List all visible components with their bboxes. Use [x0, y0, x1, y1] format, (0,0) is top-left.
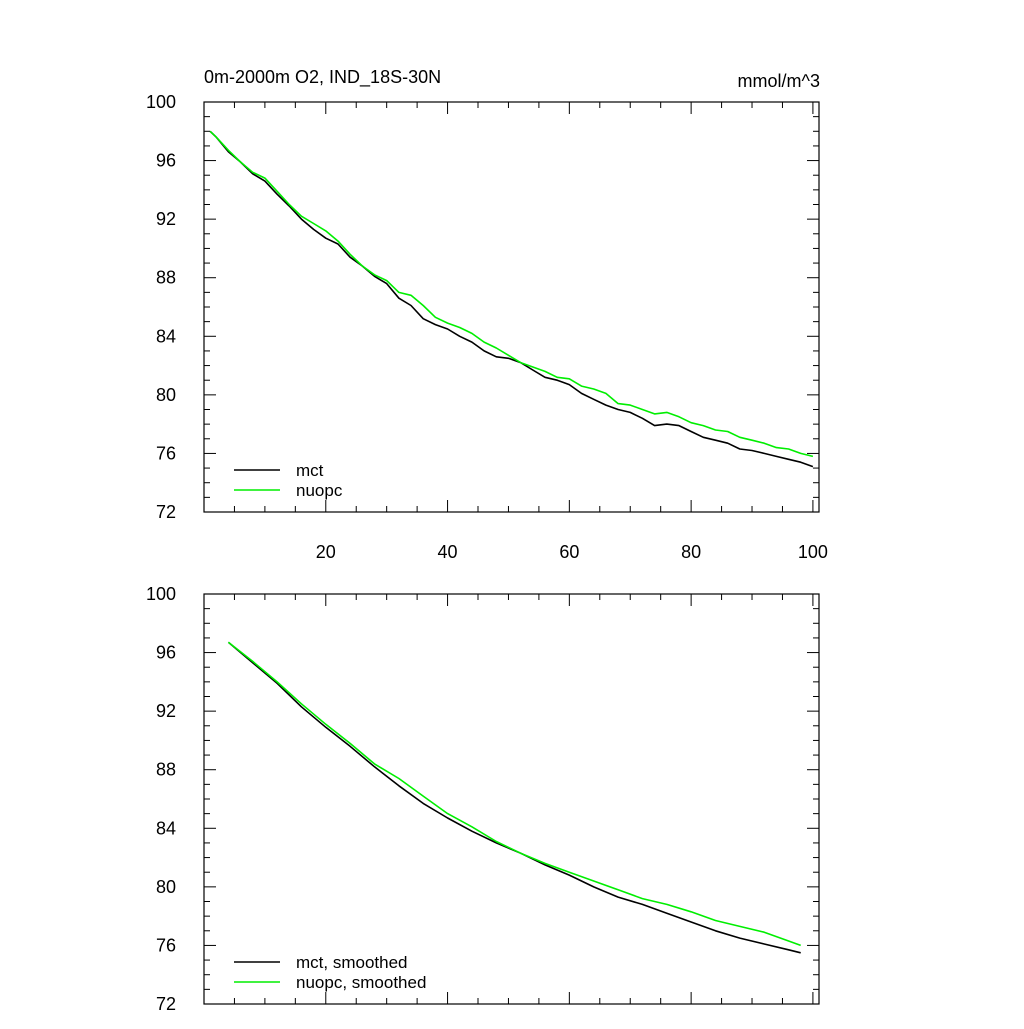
bottom-panel-lines	[227, 641, 801, 954]
y-tick-label: 100	[146, 584, 176, 604]
top-panel-frame	[203, 101, 820, 513]
top-panel-lines	[209, 130, 814, 468]
y-tick-label: 80	[156, 877, 176, 897]
top-legend: mct nuopc	[234, 461, 343, 500]
bottom-panel-frame	[203, 593, 820, 1005]
series-line-mct-smoothed	[227, 641, 801, 954]
bottom-panel: 72 76 80 84 88 92 96 100 mct, smoothed nuopc, s…	[146, 584, 820, 1014]
y-tick-label: 84	[156, 326, 176, 346]
y-tick-label: 88	[156, 268, 176, 288]
y-tick-label: 100	[146, 92, 176, 112]
x-tick-label: 60	[559, 542, 579, 562]
y-tick-label: 72	[156, 502, 176, 522]
x-tick-label: 40	[438, 542, 458, 562]
top-panel-ticks: 72 76 80 84 88 92 96 100 20 40 60 80 100	[146, 92, 828, 562]
bottom-panel-ticks: 72 76 80 84 88 92 96 100	[146, 584, 819, 1014]
series-line-nuopc-smoothed	[227, 641, 801, 947]
y-tick-label: 76	[156, 935, 176, 955]
y-tick-label: 96	[156, 151, 176, 171]
y-tick-label: 88	[156, 760, 176, 780]
y-tick-label: 76	[156, 443, 176, 463]
bottom-legend: mct, smoothed nuopc, smoothed	[234, 953, 426, 992]
legend-label-nuopc-smoothed: nuopc, smoothed	[296, 973, 426, 992]
x-tick-label: 80	[681, 542, 701, 562]
y-tick-label: 84	[156, 818, 176, 838]
series-line-mct	[209, 130, 814, 468]
units-label: mmol/m^3	[738, 71, 820, 91]
legend-label-nuopc: nuopc	[296, 481, 343, 500]
legend-label-mct: mct	[296, 461, 324, 480]
x-tick-label: 20	[316, 542, 336, 562]
y-tick-label: 96	[156, 643, 176, 663]
series-line-nuopc	[209, 130, 814, 458]
y-tick-label: 80	[156, 385, 176, 405]
y-tick-label: 92	[156, 701, 176, 721]
legend-label-mct-smoothed: mct, smoothed	[296, 953, 408, 972]
top-panel: 0m-2000m O2, IND_18S-30N mmol/m^3 72 76 80…	[146, 67, 828, 562]
chart-title: 0m-2000m O2, IND_18S-30N	[204, 67, 441, 88]
x-tick-label: 100	[798, 542, 828, 562]
y-tick-label: 72	[156, 994, 176, 1014]
y-tick-label: 92	[156, 209, 176, 229]
